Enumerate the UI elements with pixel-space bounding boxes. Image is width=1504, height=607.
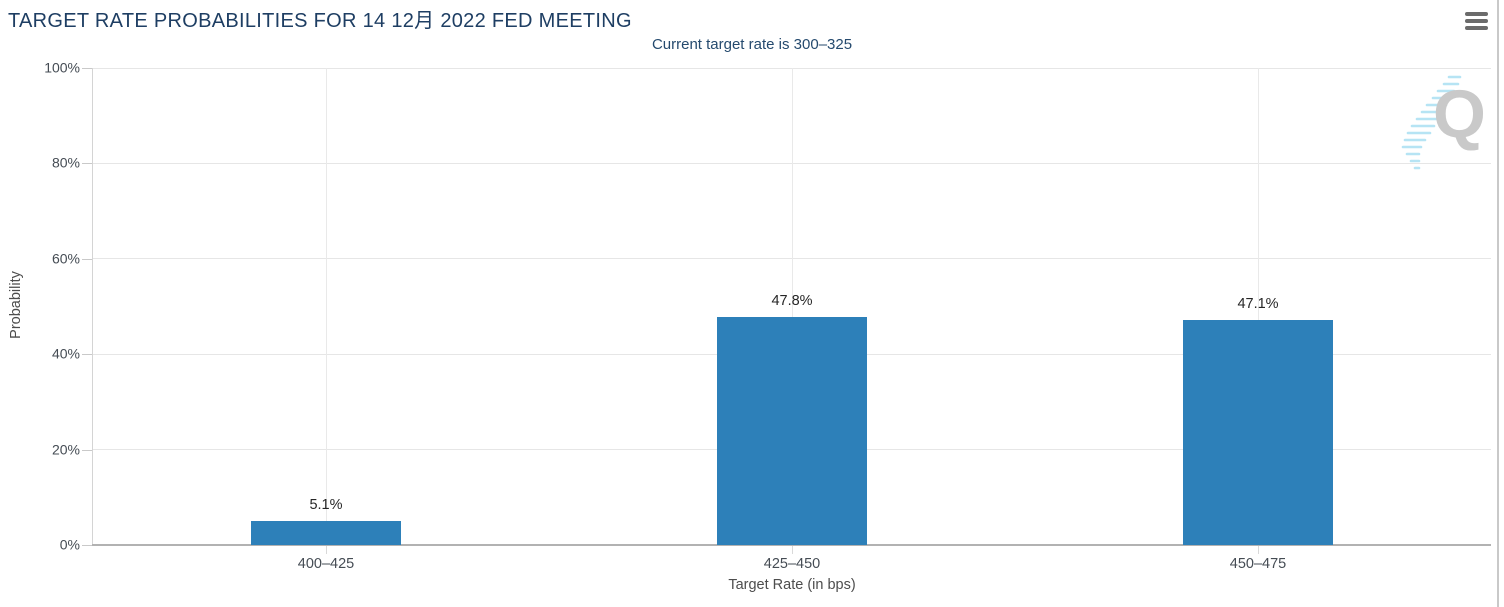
- bar-value-label: 47.1%: [1237, 296, 1279, 313]
- y-tick-mark: [82, 354, 92, 356]
- page-right-border: [1497, 0, 1499, 607]
- x-gridline: [326, 68, 327, 545]
- x-tick-mark: [792, 546, 793, 554]
- q-logo-watermark: Q: [1395, 72, 1490, 174]
- x-tick-mark: [326, 546, 327, 554]
- y-tick-mark: [82, 163, 92, 165]
- bar-450–475[interactable]: [1183, 320, 1333, 545]
- y-tick-mark: [82, 68, 92, 69]
- x-tick-mark: [1258, 546, 1259, 554]
- bar-400–425[interactable]: [251, 520, 401, 545]
- y-tick-label: 100%: [44, 59, 80, 76]
- y-tick-label: 40%: [51, 345, 80, 362]
- watermark-dashes: [1401, 75, 1462, 170]
- hamburger-menu-icon: [1465, 12, 1489, 30]
- bar-value-label: 5.1%: [309, 496, 343, 513]
- x-axis-title: Target Rate (in bps): [728, 577, 856, 593]
- y-axis-line: [92, 68, 93, 545]
- bar-425–450[interactable]: [717, 316, 867, 545]
- x-category-label: 450–475: [1229, 556, 1287, 572]
- y-tick-mark: [82, 545, 92, 546]
- y-tick-mark: [82, 258, 92, 260]
- y-tick-mark: [82, 449, 92, 451]
- y-tick-label: 60%: [51, 250, 80, 267]
- x-category-label: 425–450: [763, 556, 821, 572]
- chart-subtitle: Current target rate is 300–325: [651, 36, 853, 53]
- y-tick-label: 0%: [59, 536, 80, 553]
- chart-title: TARGET RATE PROBABILITIES FOR 14 12月 202…: [8, 10, 632, 32]
- x-gridline: [792, 68, 793, 545]
- y-axis-title: Probability: [8, 271, 24, 339]
- watermark-letter-q: Q: [1433, 76, 1486, 152]
- x-axis-line: [92, 544, 1491, 546]
- bar-value-label: 47.8%: [771, 292, 813, 309]
- chart-context-menu-button[interactable]: [1462, 8, 1492, 34]
- x-gridline: [1258, 68, 1259, 545]
- y-tick-label: 20%: [51, 441, 80, 458]
- x-category-label: 400–425: [297, 556, 355, 572]
- y-tick-label: 80%: [51, 155, 80, 172]
